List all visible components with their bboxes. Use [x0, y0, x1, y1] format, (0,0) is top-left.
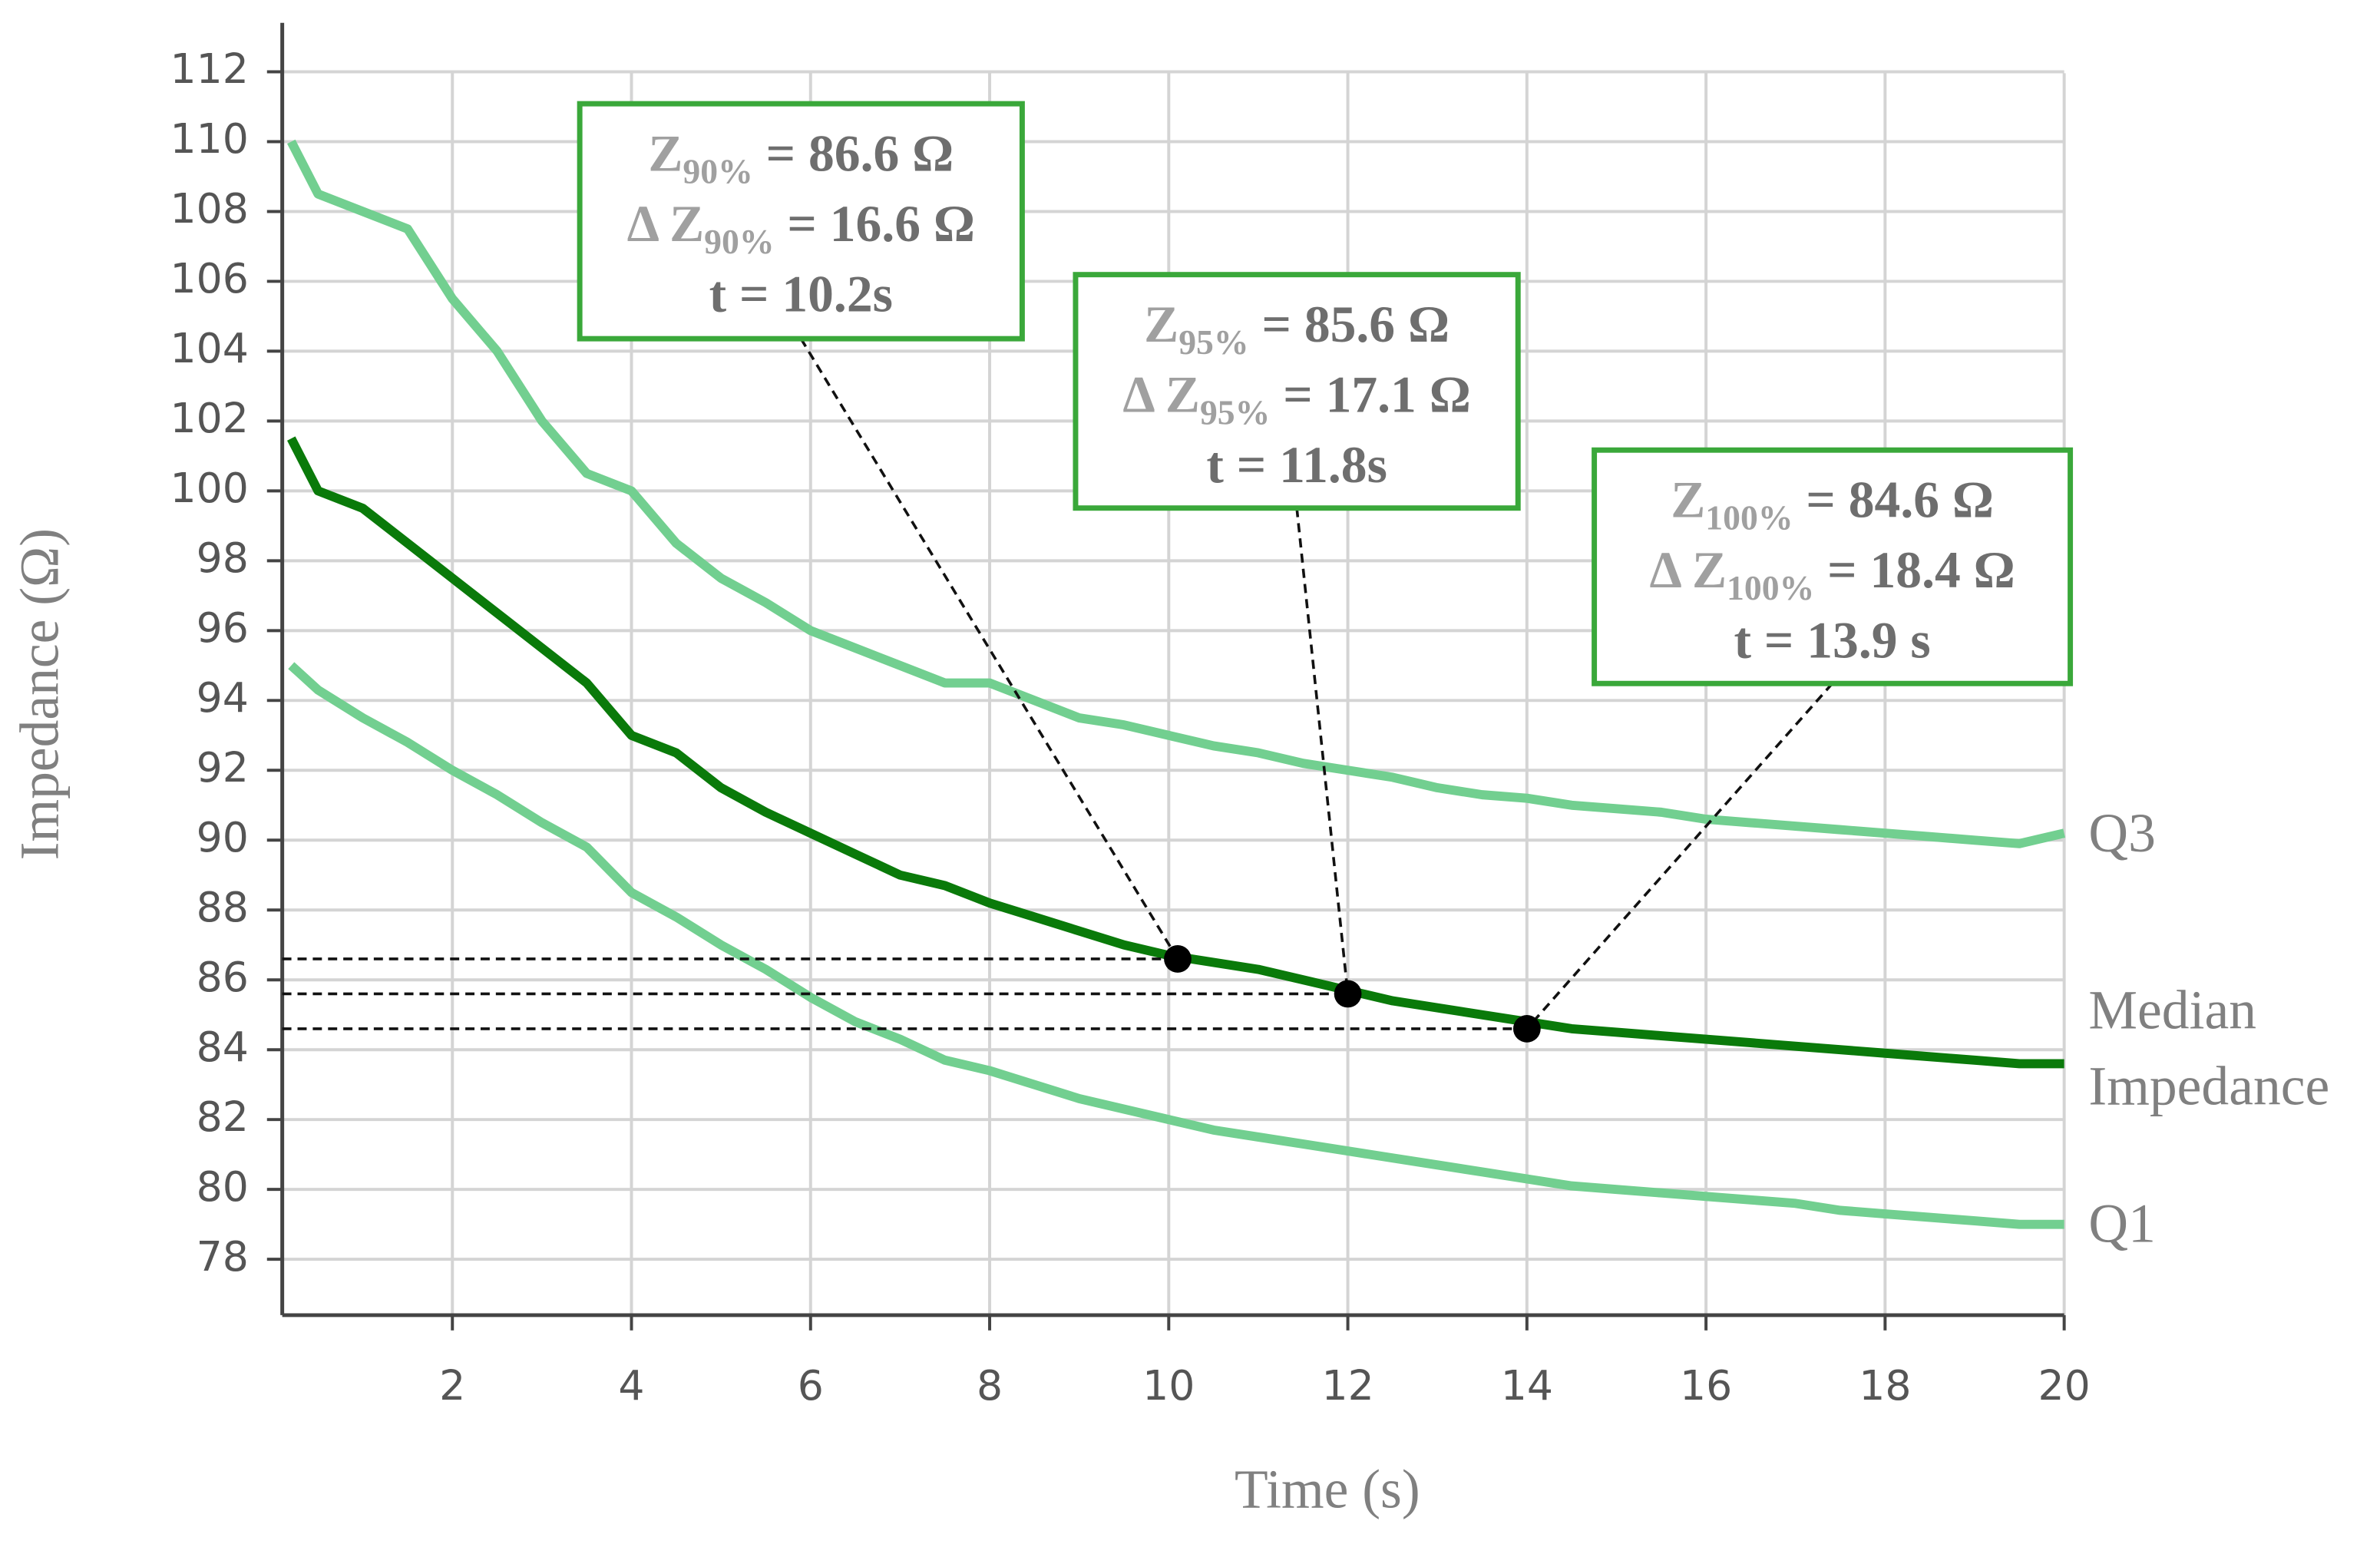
annotation-symbol: Z [1144, 296, 1178, 353]
series-label: Median Impedance [2088, 980, 2330, 1117]
annotation-subscript: 90% [704, 222, 774, 261]
x-tick-label: 16 [1680, 1361, 1732, 1410]
x-axis-title: Time (s) [1235, 1459, 1420, 1519]
series-label-text: Q3 [2088, 802, 2156, 864]
y-tick-label: 106 [170, 254, 249, 303]
series-label: Q3 [2088, 802, 2156, 864]
x-tick-label: 12 [1321, 1361, 1373, 1410]
annotation-subscript: 95% [1200, 392, 1270, 431]
annotation-text: Δ Z95% = 17.1 Ω [1122, 366, 1470, 432]
annotation-value: t = 10.2s [709, 265, 893, 322]
series-label-text: Median Impedance [2088, 980, 2330, 1117]
annotation-subscript: 100% [1705, 498, 1793, 537]
x-tick-label: 8 [977, 1361, 1003, 1410]
y-tick-label: 88 [197, 883, 249, 931]
y-tick-label: 86 [197, 953, 249, 1001]
series-label-text: Q1 [2088, 1193, 2156, 1255]
x-tick-label: 10 [1142, 1361, 1195, 1410]
leader-line [1526, 683, 1833, 1030]
y-tick-label: 102 [170, 394, 249, 442]
y-tick-label: 94 [197, 673, 249, 722]
annotation-subscript: 95% [1178, 322, 1248, 362]
marker [1512, 1015, 1541, 1043]
x-tick-label: 20 [2038, 1361, 2091, 1410]
annotation-value: = 85.6 Ω [1249, 296, 1449, 353]
y-tick-label: 112 [170, 45, 249, 93]
annotation-box [1073, 272, 1521, 511]
x-tick-label: 2 [439, 1361, 465, 1410]
annotation-value: t = 13.9 s [1734, 611, 1931, 669]
annotation-value: = 17.1 Ω [1270, 366, 1470, 424]
y-tick-label: 104 [170, 324, 249, 372]
annotation-symbol: Δ Z [627, 195, 705, 253]
x-tick-label: 6 [798, 1361, 824, 1410]
y-tick-label: 108 [170, 184, 249, 233]
annotation-symbol: Z [1671, 471, 1705, 529]
y-tick-label: 98 [197, 534, 249, 582]
annotation-text: Z90% = 86.6 Ω [648, 125, 954, 191]
y-tick-label: 78 [197, 1232, 249, 1281]
y-tick-label: 90 [197, 813, 249, 861]
annotation-value: = 84.6 Ω [1793, 471, 1994, 529]
annotation-box [1592, 447, 2074, 686]
marker [1164, 945, 1192, 973]
series-line [288, 662, 2064, 1229]
series-line [287, 139, 2065, 848]
y-tick-label: 80 [197, 1162, 249, 1211]
y-axis-title: Impedance (Ω) [10, 528, 71, 860]
y-tick-label: 82 [197, 1093, 249, 1141]
annotation-value: = 16.6 Ω [775, 195, 975, 253]
annotation-subscript: 100% [1727, 568, 1814, 607]
annotation-text: t = 11.8s [1206, 436, 1387, 494]
annotation-text: Δ Z90% = 16.6 Ω [627, 195, 975, 261]
y-tick-label: 100 [170, 464, 249, 512]
x-tick-label: 14 [1501, 1361, 1553, 1410]
annotation-symbol: Δ Z [1649, 541, 1727, 599]
annotation-value: t = 11.8s [1206, 436, 1387, 494]
annotation-text: t = 13.9 s [1734, 611, 1931, 669]
y-tick-label: 110 [170, 114, 249, 163]
y-tick-label: 84 [197, 1023, 249, 1071]
annotation-text: Z100% = 84.6 Ω [1671, 471, 1994, 537]
marker [1334, 980, 1362, 1008]
annotation-box [577, 101, 1025, 342]
series-label: Q1 [2088, 1193, 2156, 1255]
annotation-subscript: 90% [683, 151, 752, 190]
x-tick-label: 18 [1859, 1361, 1911, 1410]
annotation-symbol: Z [648, 125, 683, 183]
annotation-text: Z95% = 85.6 Ω [1144, 296, 1449, 362]
x-tick-label: 4 [618, 1361, 644, 1410]
annotation-symbol: Δ Z [1122, 366, 1200, 424]
y-tick-label: 96 [197, 603, 249, 652]
leader-line [1295, 508, 1350, 994]
y-tick-label: 92 [197, 743, 249, 792]
annotation-text: Δ Z100% = 18.4 Ω [1649, 541, 2015, 607]
annotation-text: t = 10.2s [709, 265, 893, 322]
annotation-value: = 18.4 Ω [1814, 541, 2015, 599]
annotation-value: = 86.6 Ω [753, 125, 954, 183]
